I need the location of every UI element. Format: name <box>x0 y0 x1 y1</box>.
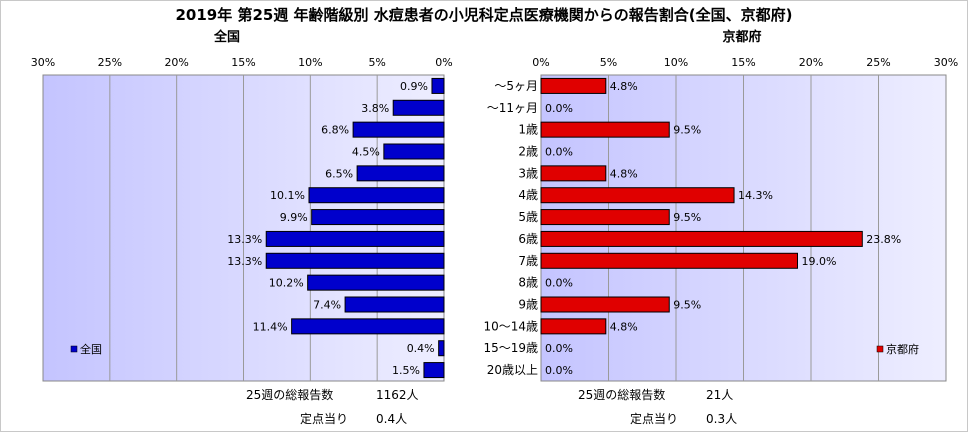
national-data-label: 13.3% <box>227 233 262 246</box>
kyoto-data-label: 0.0% <box>545 102 573 115</box>
kyoto-total-value: 21人 <box>706 388 734 402</box>
kyoto-data-label: 19.0% <box>802 255 837 268</box>
national-tick-label: 15% <box>231 56 255 69</box>
kyoto-data-label: 0.0% <box>545 277 573 290</box>
kyoto-total-label: 25週の総報告数 <box>578 388 666 402</box>
national-total-value: 1162人 <box>376 388 419 402</box>
category-label: 20歳以上 <box>487 363 538 377</box>
kyoto-per-label: 定点当り <box>630 412 679 426</box>
kyoto-tick-label: 5% <box>600 56 617 69</box>
national-bar <box>265 230 445 247</box>
kyoto-tick-label: 10% <box>664 56 688 69</box>
kyoto-tick-label: 0% <box>532 56 549 69</box>
national-bar <box>344 296 445 313</box>
national-bar <box>383 143 445 160</box>
national-data-label: 9.9% <box>280 211 308 224</box>
national-legend-swatch <box>70 345 78 353</box>
kyoto-data-label: 9.5% <box>673 211 701 224</box>
kyoto-data-label: 0.0% <box>545 146 573 159</box>
category-label: 7歳 <box>518 254 538 268</box>
national-data-label: 4.5% <box>352 146 380 159</box>
kyoto-bar <box>540 165 607 182</box>
national-total-label: 25週の総報告数 <box>246 388 334 402</box>
kyoto-bar <box>540 252 798 269</box>
category-label: 3歳 <box>518 166 538 180</box>
national-tick-label: 5% <box>368 56 385 69</box>
kyoto-bar <box>540 209 670 226</box>
category-label: 9歳 <box>518 298 538 312</box>
kyoto-data-label: 0.0% <box>545 364 573 377</box>
category-label: 10～14歳 <box>483 319 538 333</box>
national-bar <box>265 252 445 269</box>
kyoto-data-label: 4.8% <box>610 320 638 333</box>
kyoto-bar <box>540 296 670 313</box>
national-legend-label: 全国 <box>80 342 102 356</box>
national-bar <box>307 274 445 291</box>
national-tick-label: 0% <box>435 56 452 69</box>
national-data-label: 0.9% <box>400 80 428 93</box>
category-label: ～5ヶ月 <box>494 79 538 93</box>
national-tick-label: 25% <box>98 56 122 69</box>
category-label: 2歳 <box>518 145 538 159</box>
national-bar <box>431 77 445 94</box>
kyoto-legend-swatch <box>876 345 884 353</box>
kyoto-data-label: 9.5% <box>673 124 701 137</box>
kyoto-bar <box>540 77 607 94</box>
national-tick-label: 10% <box>298 56 322 69</box>
national-bar <box>311 209 445 226</box>
category-label: ～11ヶ月 <box>487 101 538 115</box>
kyoto-bar <box>540 318 607 335</box>
kyoto-tick-label: 30% <box>934 56 958 69</box>
national-data-label: 1.5% <box>392 364 420 377</box>
national-panel-title: 全国 <box>213 30 240 45</box>
national-data-label: 11.4% <box>253 320 288 333</box>
category-label: 1歳 <box>518 123 538 137</box>
national-per-value: 0.4人 <box>376 412 408 426</box>
national-bar <box>356 165 445 182</box>
category-label: 8歳 <box>518 276 538 290</box>
category-label: 5歳 <box>518 210 538 224</box>
national-bar <box>438 340 445 357</box>
national-data-label: 7.4% <box>313 299 341 312</box>
category-label: 15～19歳 <box>483 341 538 355</box>
kyoto-data-label: 9.5% <box>673 299 701 312</box>
kyoto-bar <box>540 187 735 204</box>
kyoto-tick-label: 15% <box>731 56 755 69</box>
kyoto-data-label: 4.8% <box>610 80 638 93</box>
national-bar <box>423 362 445 379</box>
national-data-label: 6.8% <box>321 124 349 137</box>
national-data-label: 3.8% <box>361 102 389 115</box>
category-label: 6歳 <box>518 232 538 246</box>
national-bar <box>392 99 445 116</box>
national-bar <box>308 187 445 204</box>
kyoto-bar <box>540 121 670 138</box>
national-tick-label: 20% <box>164 56 188 69</box>
kyoto-legend-label: 京都府 <box>886 342 919 356</box>
kyoto-data-label: 0.0% <box>545 342 573 355</box>
national-data-label: 10.2% <box>269 277 304 290</box>
kyoto-data-label: 23.8% <box>866 233 901 246</box>
kyoto-per-value: 0.3人 <box>706 412 738 426</box>
national-tick-label: 30% <box>31 56 55 69</box>
kyoto-tick-label: 25% <box>866 56 890 69</box>
kyoto-data-label: 4.8% <box>610 167 638 180</box>
national-data-label: 0.4% <box>407 342 435 355</box>
national-data-label: 13.3% <box>227 255 262 268</box>
chart-title: 2019年 第25週 年齢階級別 水痘患者の小児科定点医療機関からの報告割合(全… <box>175 6 793 24</box>
category-label: 4歳 <box>518 188 538 202</box>
national-data-label: 10.1% <box>270 189 305 202</box>
kyoto-bar <box>540 230 863 247</box>
kyoto-data-label: 14.3% <box>738 189 773 202</box>
national-bar <box>352 121 445 138</box>
national-data-label: 6.5% <box>325 167 353 180</box>
national-bar <box>291 318 445 335</box>
national-per-label: 定点当り <box>300 412 349 426</box>
kyoto-panel-title: 京都府 <box>722 30 762 45</box>
kyoto-tick-label: 20% <box>799 56 823 69</box>
